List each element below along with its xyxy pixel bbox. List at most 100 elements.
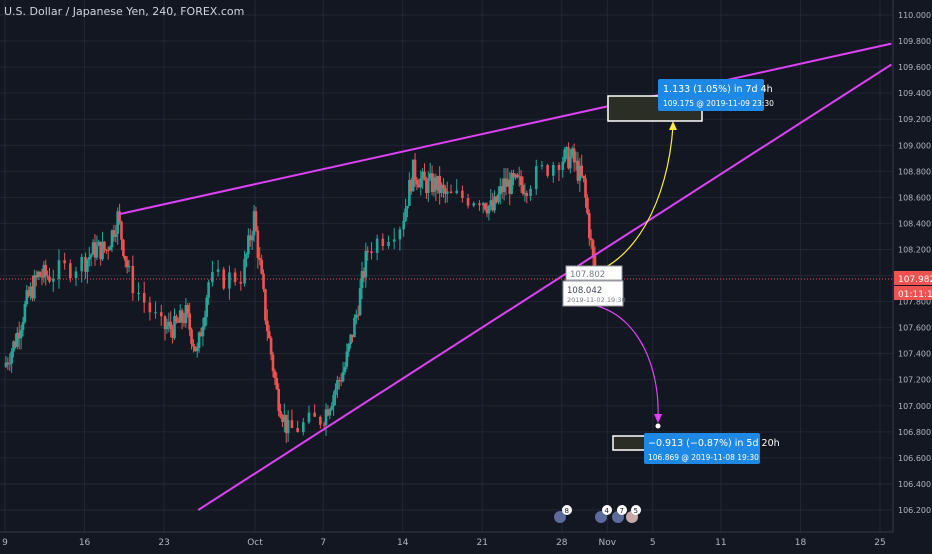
- candle-body: [432, 177, 436, 192]
- candle-body: [103, 241, 106, 250]
- lower-trendline[interactable]: [197, 63, 892, 511]
- candle-body: [425, 180, 428, 194]
- time-axis-panel[interactable]: [0, 532, 893, 550]
- candle-body: [169, 321, 173, 329]
- candle-body: [279, 410, 282, 418]
- countdown-value: 01:11:16: [898, 290, 932, 300]
- countdown-tag: [894, 286, 932, 300]
- candle-body: [370, 251, 373, 253]
- anchor-price-top-box: [565, 265, 623, 281]
- candle-body: [12, 341, 15, 352]
- price-axis-ticks: 110.000 109.800 109.600 109.400 109.200 109.0…: [898, 11, 931, 515]
- candle-body: [34, 275, 38, 278]
- candle-body: [6, 362, 10, 365]
- candle-body: [449, 191, 453, 193]
- candle-body: [14, 341, 17, 347]
- candle-body: [508, 179, 512, 194]
- up-projection-line1: 1.133 (1.05%) in 7d 4h: [663, 84, 773, 95]
- candle-body: [328, 409, 332, 416]
- grid-lines: [0, 0, 893, 532]
- up-projection-label: [658, 79, 764, 111]
- candle-body: [576, 160, 580, 181]
- candle-body: [46, 275, 49, 277]
- time-axis-ticks: 9 16 23 Oct 7 14 21 28 Nov 5 11 18 25: [2, 538, 886, 548]
- event-badge-us-3[interactable]: 7: [612, 505, 627, 523]
- candle-body: [343, 366, 347, 372]
- candle-body: [16, 332, 19, 347]
- candle-body: [375, 238, 379, 253]
- candle-body: [106, 249, 110, 251]
- candle-body: [438, 175, 441, 194]
- candle-body: [347, 343, 351, 352]
- candle-body: [93, 242, 97, 258]
- candle-body: [582, 175, 585, 179]
- event-badge-us-1[interactable]: 8: [554, 505, 572, 523]
- candle-body: [381, 238, 385, 247]
- candle-body: [417, 184, 421, 188]
- candle-body: [426, 178, 430, 194]
- candle-body: [112, 230, 116, 237]
- candle-body: [587, 213, 591, 239]
- upper-trendline[interactable]: [118, 42, 892, 216]
- candle-body: [63, 260, 66, 264]
- candle-body: [355, 314, 358, 319]
- candle-body: [498, 186, 502, 195]
- event-count-bubble: [617, 505, 627, 515]
- event-count: 4: [605, 507, 610, 515]
- event-badge-us-2[interactable]: 4: [595, 505, 612, 523]
- event-count: 5: [634, 507, 638, 515]
- candle-body: [239, 281, 243, 284]
- candle-body: [256, 230, 260, 258]
- candle-body: [358, 288, 362, 316]
- candle-body: [516, 174, 519, 178]
- candle-body: [586, 197, 589, 214]
- price-tick-label: 106.400: [898, 480, 931, 489]
- candle-body: [184, 305, 188, 324]
- candle-body: [353, 318, 356, 338]
- price-tick-label: 110.000: [898, 11, 931, 20]
- candle-body: [534, 166, 538, 189]
- candle-body: [364, 250, 368, 278]
- event-count: 8: [565, 507, 569, 515]
- price-tick-label: 109.800: [898, 37, 931, 46]
- candle-body: [290, 420, 294, 429]
- candle-body: [233, 272, 237, 282]
- candle-body: [415, 179, 419, 185]
- candle-body: [307, 412, 311, 423]
- candle-body: [247, 235, 250, 254]
- candle-body: [523, 192, 527, 194]
- candle-body: [502, 178, 506, 193]
- price-tick-label: 107.600: [898, 324, 931, 333]
- candle-body: [264, 289, 267, 321]
- price-tick-label: 107.000: [898, 402, 931, 411]
- price-tick-label: 108.600: [898, 193, 931, 202]
- candle-body: [180, 310, 184, 322]
- candle-body: [563, 149, 566, 162]
- candle-body: [105, 249, 108, 251]
- candle-body: [324, 409, 328, 425]
- candle-body: [284, 414, 288, 434]
- anchor-date: 2019-11-02 19:30: [567, 296, 626, 304]
- candle-body: [216, 269, 220, 272]
- price-tick-label: 109.600: [898, 63, 931, 72]
- candle-body: [201, 326, 205, 337]
- event-count-bubble: [631, 505, 641, 515]
- down-projection-line1: −0.913 (−0.87%) in 5d 20h: [648, 438, 780, 449]
- candle-body: [514, 174, 517, 178]
- candle-body: [154, 312, 157, 314]
- candle-body: [203, 316, 207, 327]
- candle-body: [409, 180, 413, 192]
- candle-body: [178, 310, 182, 323]
- candle-body: [167, 321, 171, 327]
- candle-body: [267, 331, 271, 338]
- candle-body: [591, 240, 595, 256]
- candle-body: [301, 422, 305, 432]
- down-target-dot: [655, 423, 661, 429]
- candle-body: [330, 406, 334, 410]
- candle-body: [506, 179, 510, 187]
- candle-body: [493, 196, 496, 211]
- event-badge-jp[interactable]: 5: [626, 505, 641, 523]
- candle-body: [574, 160, 578, 163]
